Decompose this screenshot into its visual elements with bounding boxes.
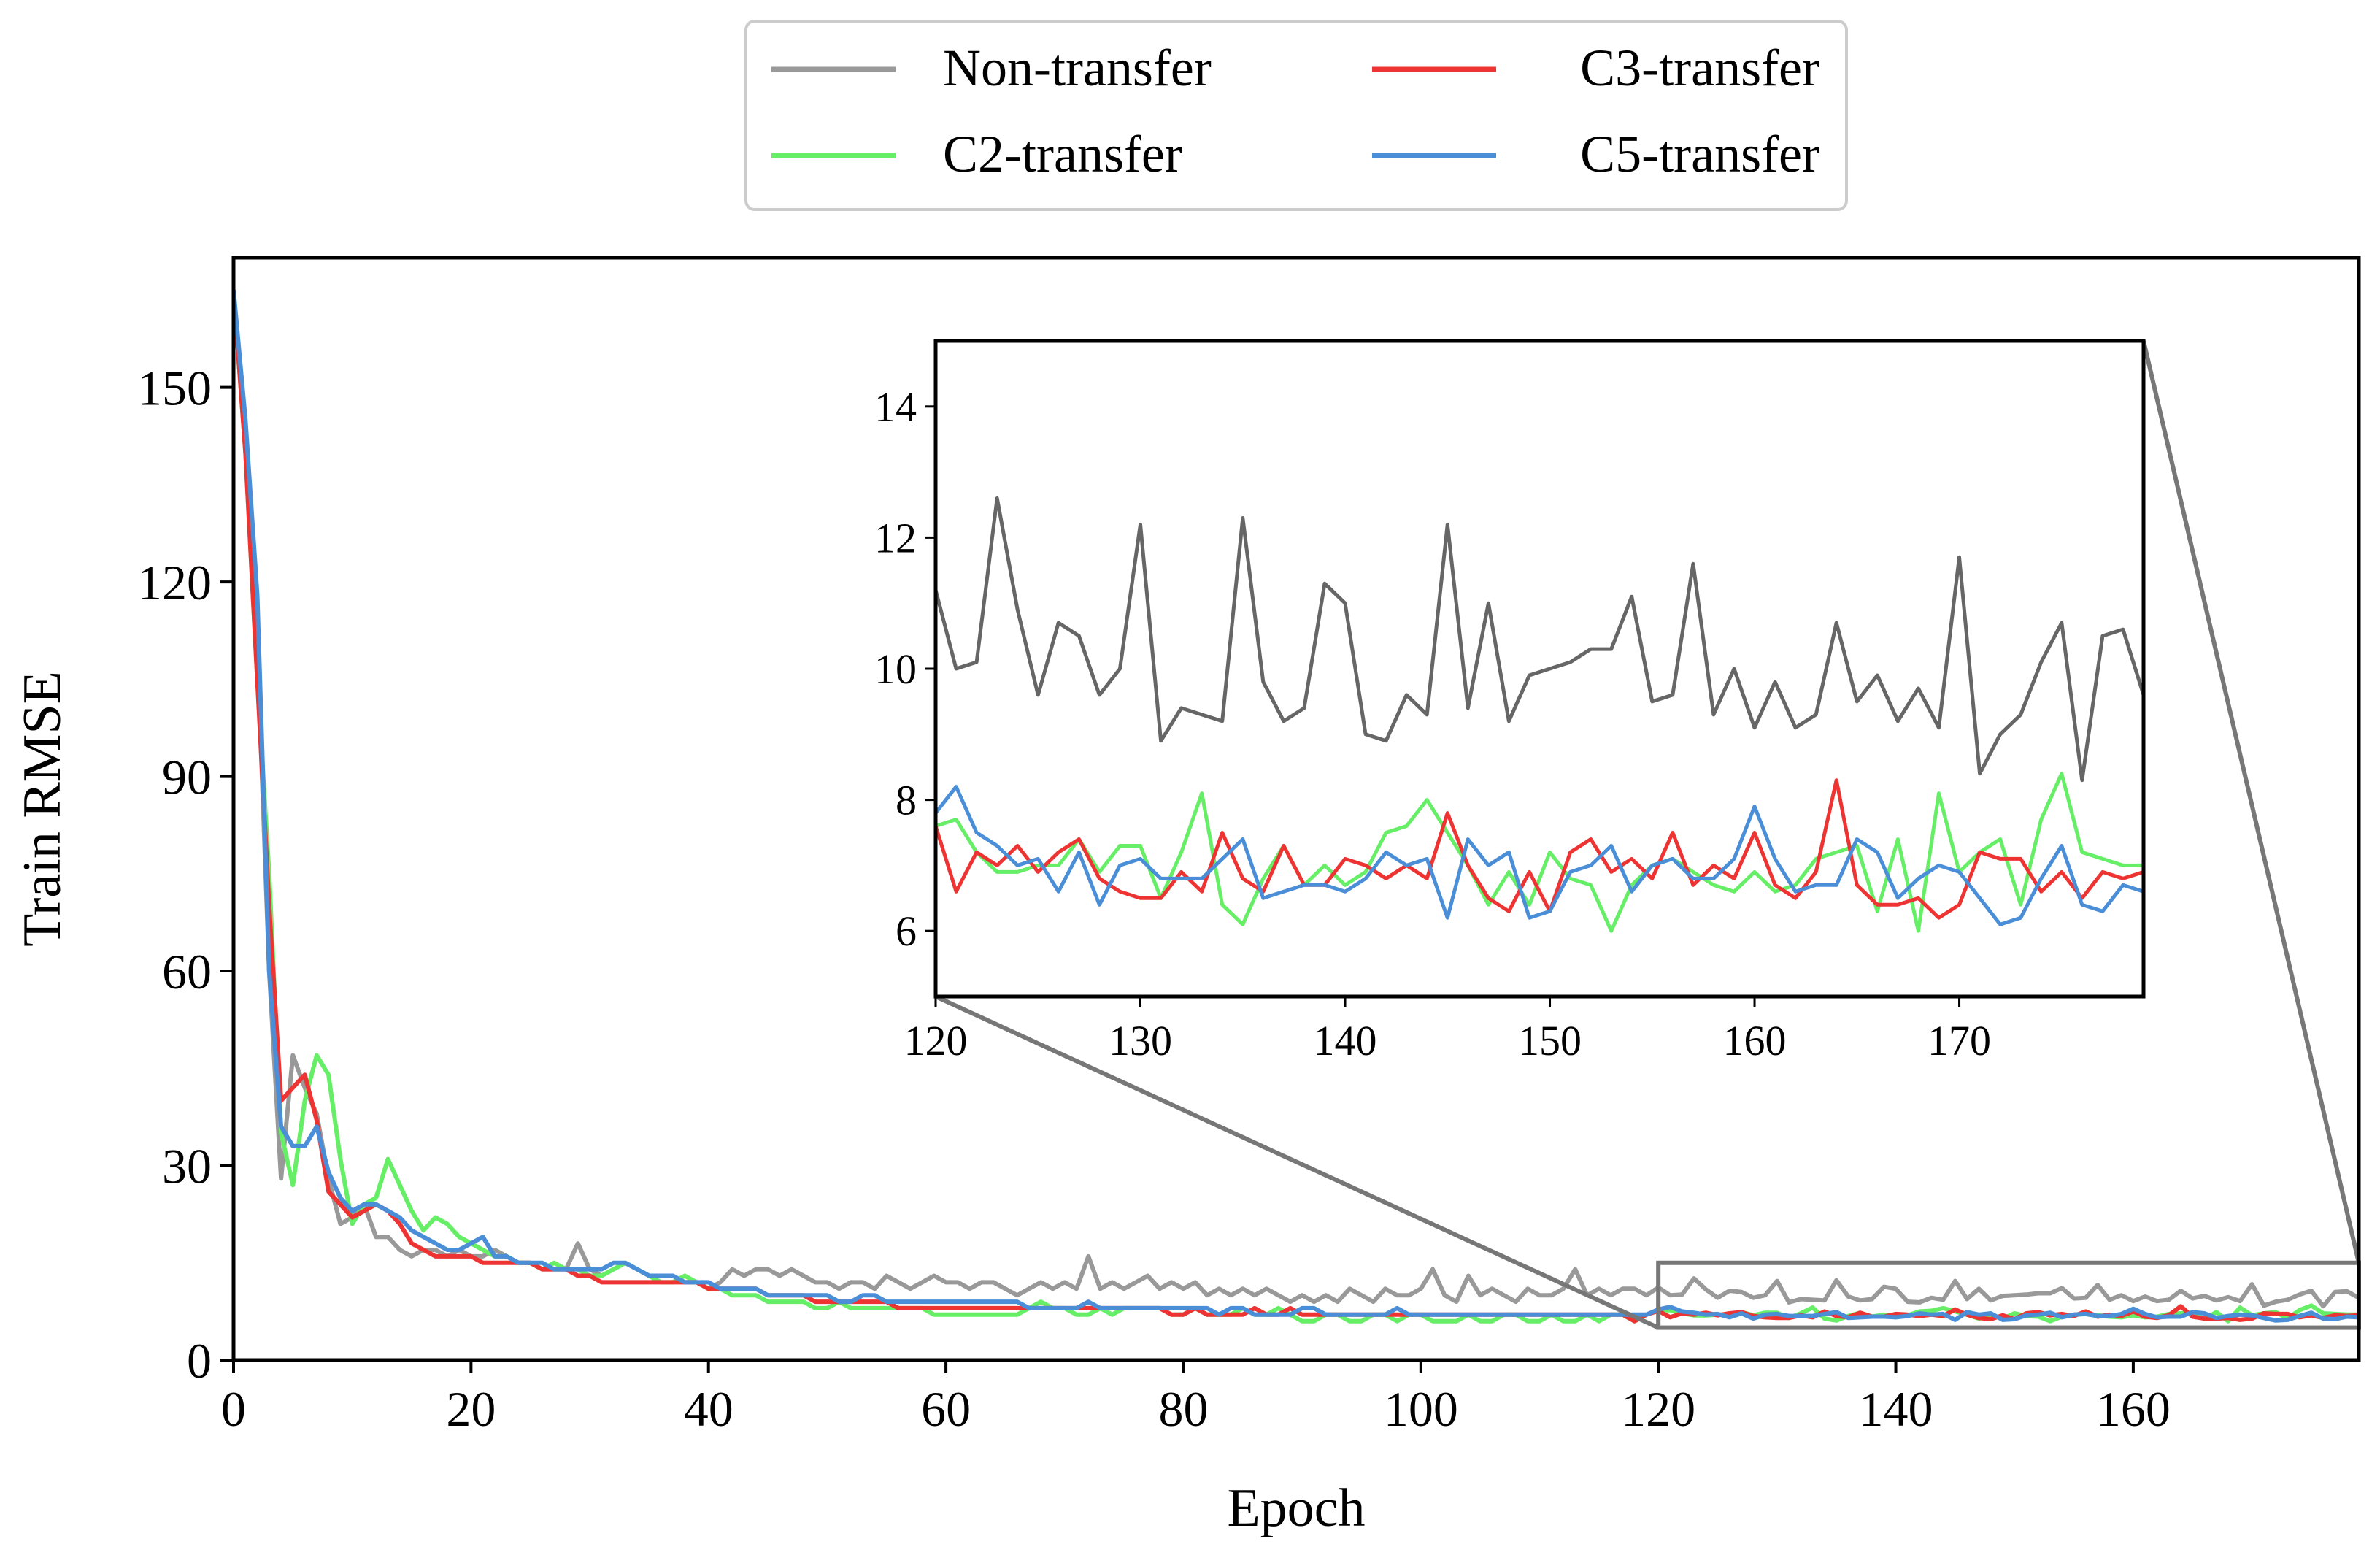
main-plot: 0 20 40 60 80 100 120 140 160 0 30 60 90 120 150 Epoc…	[12, 256, 2361, 1538]
inset-x-tick-label: 160	[1723, 1017, 1787, 1064]
inset-x-tick-label: 140	[1314, 1017, 1377, 1064]
legend: Non-transfer C3-transfer C2-transfer C5-…	[744, 20, 1848, 211]
y-tick-label: 90	[162, 750, 212, 805]
x-tick-label: 20	[446, 1381, 496, 1437]
series-line-non-transfer	[234, 290, 2359, 1309]
inset-x-tick-label: 170	[1928, 1017, 1991, 1064]
y-tick-label: 60	[162, 944, 212, 999]
x-tick-label: 60	[921, 1381, 971, 1437]
inset-y-tick-label: 12	[874, 514, 917, 561]
x-tick-label: 100	[1384, 1381, 1458, 1437]
legend-box	[744, 20, 1848, 211]
y-tick-label: 0	[187, 1333, 212, 1389]
x-tick-label: 120	[1621, 1381, 1695, 1437]
x-axis-label: Epoch	[1227, 1478, 1365, 1538]
inset-series-group	[936, 496, 2144, 933]
inset-y-tick-label: 8	[896, 777, 917, 824]
x-tick-label: 0	[221, 1381, 246, 1437]
legend-label-c2-transfer: C2-transfer	[943, 125, 1182, 183]
legend-label-c3-transfer: C3-transfer	[1580, 39, 1819, 97]
inset-y-tick-label: 6	[896, 907, 917, 955]
inset-y-tick-label: 14	[874, 383, 917, 431]
x-tick-label: 160	[2096, 1381, 2171, 1437]
y-axis-label: Train RMSE	[12, 671, 72, 947]
main-series-group	[234, 290, 2359, 1324]
inset-plot: 120 130 140 150 160 170 6 8 10 12 14	[874, 339, 2146, 1064]
x-tick-label: 40	[684, 1381, 733, 1437]
inset-x-tick-label: 120	[904, 1017, 968, 1064]
y-tick-label: 150	[137, 361, 212, 416]
zoom-connector-line-right	[2141, 340, 2361, 1264]
main-x-axis: 0 20 40 60 80 100 120 140 160	[221, 1360, 2171, 1437]
inset-series-line-c3-transfer	[936, 778, 2144, 920]
inset-series-line-c5-transfer	[936, 785, 2144, 926]
main-y-axis: 0 30 60 90 120 150	[137, 361, 234, 1389]
inset-series-line-non-transfer	[936, 496, 2144, 783]
inset-y-tick-label: 10	[874, 645, 917, 693]
main-plot-frame	[231, 256, 2361, 1362]
y-tick-label: 120	[137, 555, 212, 610]
y-tick-label: 30	[162, 1139, 212, 1194]
legend-label-non-transfer: Non-transfer	[943, 39, 1212, 97]
inset-x-tick-label: 130	[1109, 1017, 1172, 1064]
inset-background	[936, 341, 2144, 997]
series-line-c5-transfer	[234, 290, 2359, 1323]
inset-x-tick-label: 150	[1518, 1017, 1582, 1064]
x-tick-label: 80	[1158, 1381, 1208, 1437]
inset-x-axis: 120 130 140 150 160 170	[904, 997, 1991, 1064]
zoom-connector-line-left	[934, 994, 1660, 1330]
inset-series-line-c2-transfer	[936, 772, 2144, 933]
inset-y-axis: 6 8 10 12 14	[874, 383, 936, 955]
legend-label-c5-transfer: C5-transfer	[1580, 125, 1819, 183]
x-tick-label: 140	[1859, 1381, 1933, 1437]
